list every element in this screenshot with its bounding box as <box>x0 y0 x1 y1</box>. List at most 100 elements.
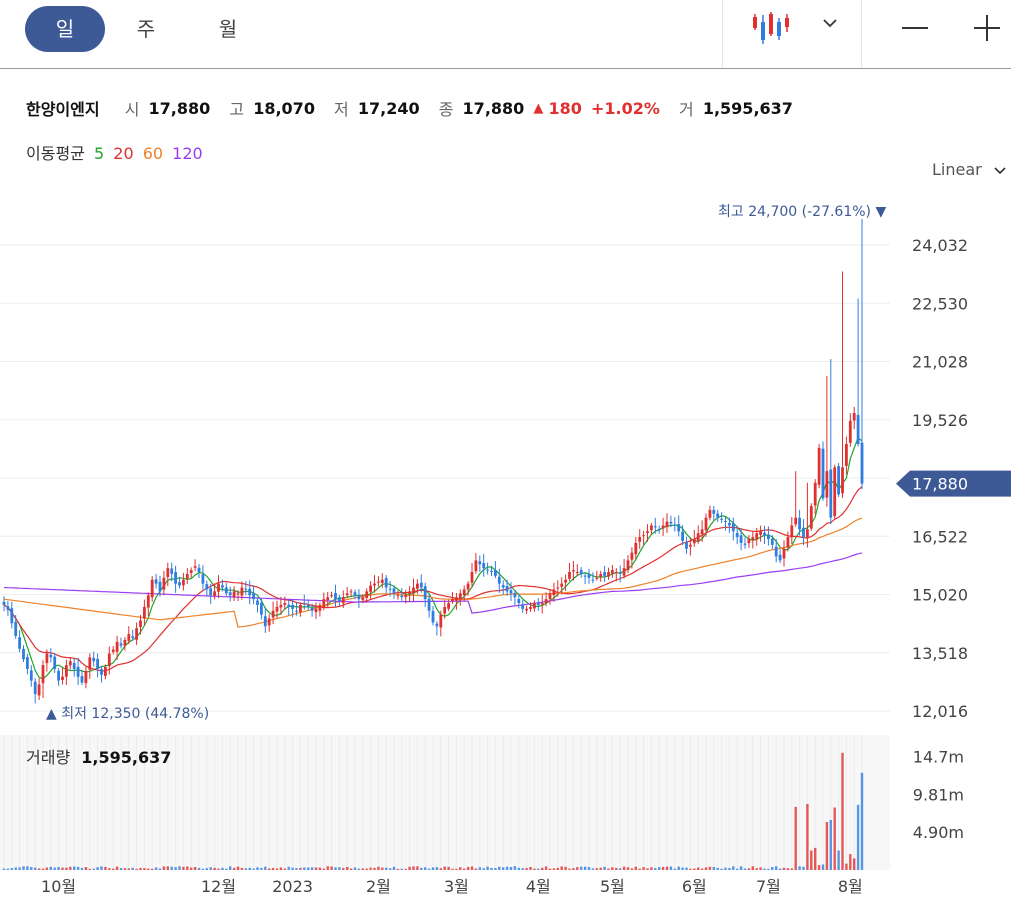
tab-month[interactable]: 월 <box>218 17 238 41</box>
candle-body <box>494 570 497 576</box>
volume-bar <box>650 867 653 870</box>
chevron-down-icon <box>994 166 1006 174</box>
tab-day[interactable]: 일 <box>25 6 105 52</box>
candle-body <box>716 513 720 518</box>
volume-bar <box>529 866 532 870</box>
volume-bar <box>537 868 540 870</box>
candle-body <box>18 637 21 649</box>
candle-body <box>404 595 408 598</box>
volume-bar <box>427 868 431 870</box>
volume-bar <box>342 868 345 870</box>
candle-body <box>509 590 513 594</box>
x-axis-label: 4월 <box>526 877 551 896</box>
zoom-out-button[interactable] <box>895 0 935 68</box>
volume-bar <box>509 866 513 870</box>
volume-tick-label: 9.81m <box>913 785 964 804</box>
volume-bar <box>794 806 797 870</box>
change-up-icon: ▲ <box>533 100 544 116</box>
candle-body <box>544 599 548 604</box>
volume-bar <box>291 867 294 870</box>
candle-body <box>591 579 595 581</box>
x-axis-label: 10월 <box>41 877 76 896</box>
volume-bar <box>158 868 162 870</box>
candle-body <box>739 535 743 543</box>
candle-body <box>560 583 564 587</box>
volume-bar <box>654 868 657 870</box>
volume-bar <box>743 868 747 870</box>
volume-bar <box>256 867 259 870</box>
volume-bar <box>622 866 626 870</box>
candle-body <box>501 584 505 588</box>
volume-bar <box>162 866 166 870</box>
price-chart[interactable]: 24,03222,53021,02819,52618,02416,52215,0… <box>0 180 1011 903</box>
volume-value: 1,595,637 <box>702 98 793 118</box>
minus-icon <box>902 27 928 29</box>
candle-body <box>829 469 833 518</box>
candle-body <box>213 591 216 596</box>
tab-week[interactable]: 주 <box>136 17 156 41</box>
candle-body <box>302 602 306 604</box>
candle-body <box>416 583 419 589</box>
candle-body <box>802 527 805 538</box>
zoom-in-button[interactable] <box>966 0 1006 68</box>
candle-body <box>88 657 92 670</box>
candle-body <box>712 509 716 514</box>
candle-body <box>310 607 314 611</box>
candle-body <box>470 572 474 583</box>
candle-body <box>595 577 599 579</box>
price-tick-label: 22,530 <box>912 294 968 313</box>
volume-bar <box>295 868 298 870</box>
candle-body <box>252 593 255 600</box>
ma-60: 60 <box>142 144 164 163</box>
candle-body <box>240 587 244 596</box>
volume-bar <box>841 752 844 870</box>
candle-body <box>548 593 552 600</box>
chart-type-dropdown[interactable] <box>818 0 842 68</box>
volume-bar <box>100 866 103 870</box>
candle-body <box>579 570 583 574</box>
x-axis-label: 3월 <box>444 877 469 896</box>
candle-body <box>22 648 25 660</box>
volume-bar <box>26 866 29 870</box>
candle-body <box>279 604 283 608</box>
volume-bar <box>775 866 778 870</box>
candle-body <box>798 517 801 530</box>
volume-bar <box>724 867 727 870</box>
candle-body <box>76 666 80 677</box>
candle-body <box>813 482 817 506</box>
volume-bar <box>373 867 376 870</box>
volume-bar <box>771 866 774 870</box>
volume-bar <box>611 867 614 870</box>
volume-bar <box>357 868 361 870</box>
candle-body <box>443 606 447 614</box>
candle-body <box>821 448 825 499</box>
candle-body <box>455 597 458 601</box>
volume-bar <box>482 868 485 870</box>
price-tick-label: 19,526 <box>912 411 968 430</box>
candle-body <box>478 561 482 565</box>
volume-bar <box>197 867 201 870</box>
volume-bar <box>416 866 419 870</box>
volume-bar <box>182 866 185 870</box>
candle-body <box>575 572 579 574</box>
stock-name: 한양이엔지 <box>26 100 100 119</box>
candle-body <box>185 573 189 579</box>
volume-bar <box>53 867 56 870</box>
volume-bar <box>759 867 762 870</box>
candle-body <box>856 414 860 445</box>
volume-bar <box>502 867 505 870</box>
candle-body <box>263 616 267 627</box>
chart-type-button[interactable] <box>745 0 795 68</box>
scale-selector[interactable]: Linear <box>932 160 1007 179</box>
candle-body <box>139 620 142 628</box>
high-value: 18,070 <box>253 98 315 118</box>
candle-body <box>661 525 665 529</box>
volume-bar <box>607 868 610 870</box>
volume-bar <box>365 868 368 870</box>
volume-bar <box>845 863 848 870</box>
candle-body <box>123 639 127 646</box>
candle-body <box>677 524 681 532</box>
volume-bar <box>252 868 255 870</box>
candle-body <box>217 583 220 592</box>
volume-bar <box>96 867 99 870</box>
